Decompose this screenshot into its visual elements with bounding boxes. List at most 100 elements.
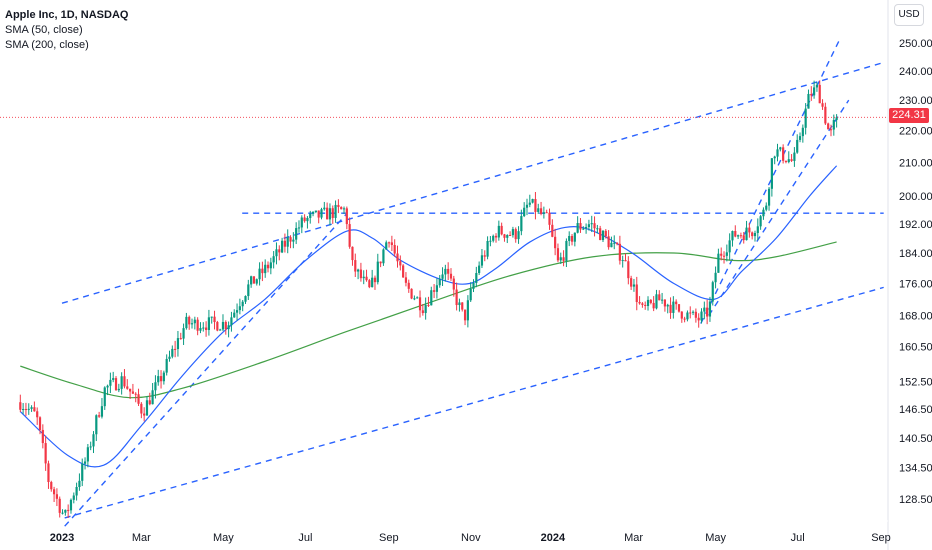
candle-body [537, 208, 540, 212]
candle-body [706, 307, 709, 317]
candle-body [562, 257, 565, 261]
candle-body [525, 204, 529, 208]
candle-body [607, 236, 610, 248]
candle-body [410, 288, 413, 299]
candle-body [261, 268, 264, 274]
candle-body [252, 276, 256, 284]
candle-body [210, 316, 213, 318]
candle-body [114, 378, 118, 391]
candle-body [157, 376, 160, 383]
candle-body [106, 385, 109, 388]
time-tick-label: Mar [132, 532, 151, 544]
candle-body [548, 212, 551, 225]
candle-body [416, 297, 419, 299]
candle-body [514, 229, 517, 240]
candle-body [660, 299, 664, 301]
candle-body [658, 294, 661, 301]
candle-body [283, 240, 287, 247]
candle-body [745, 227, 748, 241]
candle-body [542, 212, 545, 214]
candle-body [44, 443, 47, 464]
candle-body [475, 273, 478, 283]
candle-body [767, 188, 771, 206]
candle-body [204, 327, 208, 330]
candle-body [207, 317, 211, 330]
candle-body [627, 261, 630, 279]
candle-body [258, 268, 261, 280]
candle-body [303, 217, 306, 222]
candle-body [824, 106, 827, 124]
symbol-title[interactable]: Apple Inc, 1D, NASDAQ [5, 9, 129, 21]
candle-body [151, 390, 154, 405]
candle-body [593, 223, 596, 229]
time-tick-label: 2023 [50, 532, 74, 544]
candle-body [179, 338, 182, 340]
candle-body [126, 386, 129, 389]
price-tick-label: 210.00 [899, 157, 932, 169]
candle-body [286, 237, 289, 247]
trendline[interactable] [708, 99, 850, 316]
sma50-line[interactable] [19, 165, 838, 468]
candle-body [103, 387, 106, 407]
candle-body [269, 262, 272, 269]
sma50-group [19, 165, 838, 468]
candle-body [368, 280, 371, 288]
sma200-group [20, 241, 837, 399]
candle-body [356, 269, 360, 272]
candle-body [432, 290, 436, 292]
trendline[interactable] [61, 61, 884, 304]
candle-body [520, 216, 523, 232]
candle-body [523, 207, 526, 217]
candle-body [753, 232, 757, 237]
candle-body [810, 93, 813, 96]
candle-body [41, 429, 44, 444]
sma50-legend[interactable]: SMA (50, close) [5, 24, 83, 36]
candle-body [117, 388, 120, 391]
trendline[interactable] [700, 39, 840, 324]
candle-body [427, 304, 430, 306]
trendline[interactable] [64, 286, 884, 519]
candle-body [345, 208, 348, 225]
candle-body [174, 348, 177, 350]
candle-body [24, 409, 28, 411]
candle-body [441, 274, 444, 279]
candle-body [680, 311, 683, 319]
candle-body [742, 235, 745, 241]
time-axis[interactable]: 2023 Mar May Jul Sep Nov 2024 Mar May Jul Sep [50, 532, 891, 544]
candle-body [759, 216, 762, 227]
candle-body [756, 226, 759, 233]
candle-body [171, 348, 174, 357]
candle-body [461, 302, 464, 310]
candle-body [801, 127, 804, 137]
sma200-line[interactable] [20, 241, 837, 399]
candle-body [379, 261, 382, 264]
candle-body [621, 260, 624, 262]
candle-body [444, 268, 447, 275]
sma200-legend[interactable]: SMA (200, close) [5, 39, 89, 51]
candle-body [413, 298, 416, 300]
price-axis[interactable]: 250.00 240.00 230.00 220.00 210.00 200.00 192.… [899, 38, 932, 506]
time-tick-label: 2024 [541, 532, 566, 544]
candle-body [829, 129, 833, 131]
candle-body [328, 208, 332, 220]
candle-body [289, 237, 292, 242]
candle-body [483, 255, 486, 257]
price-tick-label: 200.00 [899, 191, 932, 203]
candle-body [145, 400, 149, 416]
price-tick-label: 146.50 [899, 404, 932, 416]
candle-body [376, 261, 379, 283]
candle-body [188, 316, 191, 325]
candle-body [61, 512, 64, 514]
candle-body [663, 299, 667, 307]
candle-body [30, 407, 33, 409]
candle-body [92, 434, 95, 447]
currency-button[interactable]: USD [894, 4, 924, 26]
candle-body [587, 224, 591, 228]
candle-body [489, 240, 492, 242]
candle-body [297, 227, 301, 229]
trendline[interactable] [64, 212, 348, 527]
candle-body [748, 227, 751, 233]
candle-body [182, 328, 185, 339]
candle-body [500, 225, 503, 235]
